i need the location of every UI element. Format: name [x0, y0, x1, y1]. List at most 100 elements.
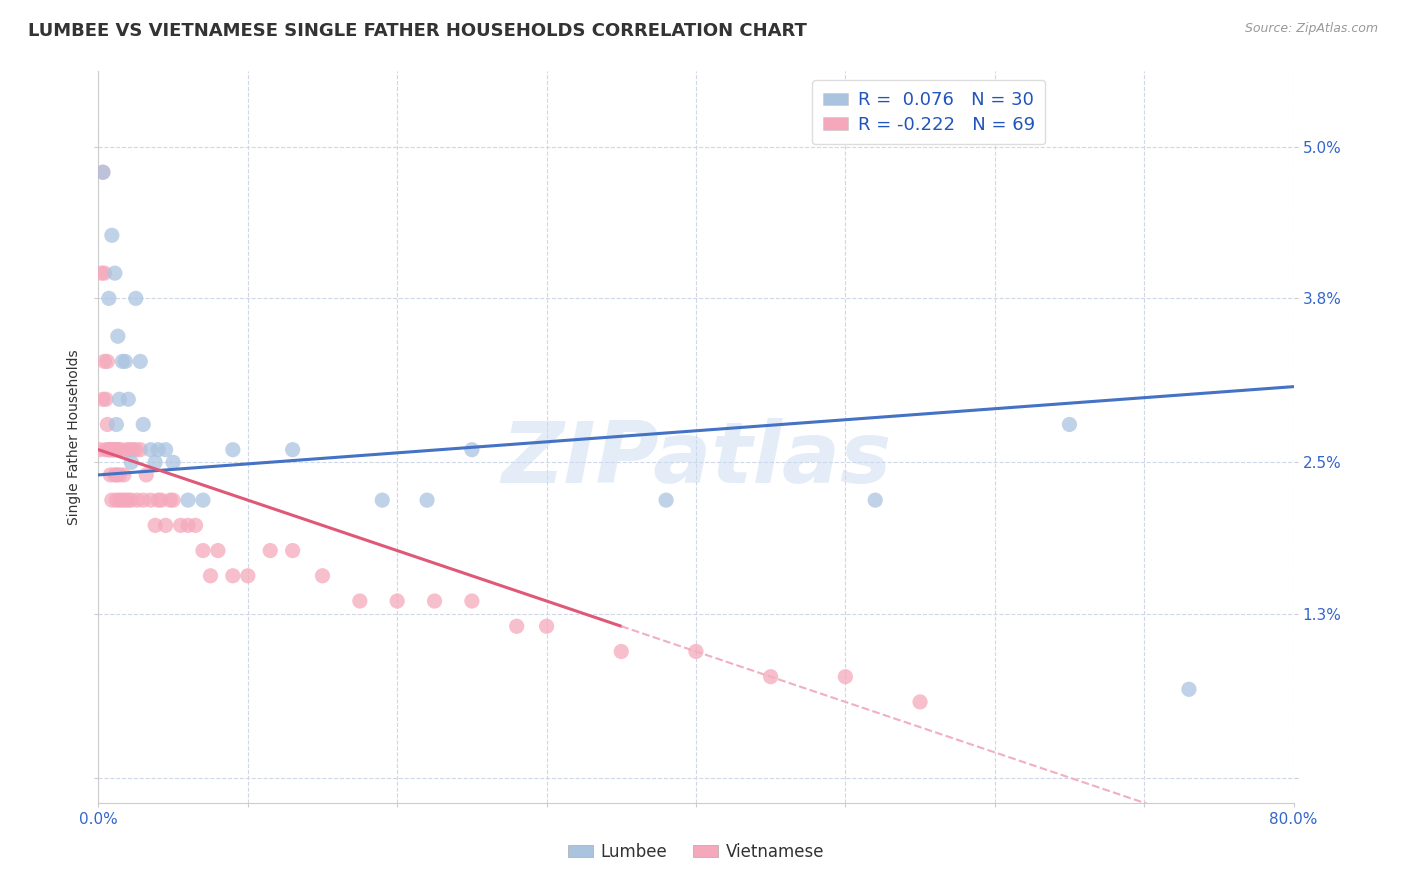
Point: [107, 442, 129, 457]
Text: LUMBEE VS VIETNAMESE SINGLE FATHER HOUSEHOLDS CORRELATION CHART: LUMBEE VS VIETNAMESE SINGLE FATHER HOUSE…: [28, 22, 807, 40]
Point: [155, 518, 177, 533]
Point: [105, 467, 128, 482]
Point: [155, 442, 177, 457]
Point: [461, 594, 484, 608]
Point: [222, 442, 245, 457]
Point: [132, 493, 155, 508]
Point: [191, 493, 214, 508]
Point: [120, 455, 142, 469]
Point: [349, 594, 371, 608]
Point: [132, 417, 155, 432]
Point: [101, 228, 124, 243]
Point: [281, 543, 304, 558]
Point: [118, 442, 141, 457]
Point: [91, 165, 114, 179]
Point: [105, 417, 128, 432]
Point: [162, 493, 184, 508]
Point: [162, 455, 184, 469]
Point: [222, 569, 245, 583]
Point: [115, 442, 138, 457]
Point: [127, 493, 149, 508]
Point: [111, 354, 134, 368]
Point: [125, 442, 148, 457]
Point: [104, 442, 127, 457]
Point: [536, 619, 558, 633]
Point: [207, 543, 229, 558]
Point: [416, 493, 439, 508]
Point: [97, 291, 120, 305]
Point: [103, 442, 125, 457]
Point: [117, 392, 139, 407]
Point: [111, 493, 134, 508]
Point: [112, 467, 135, 482]
Point: [139, 493, 162, 508]
Point: [143, 518, 166, 533]
Point: [101, 493, 124, 508]
Point: [865, 493, 887, 508]
Point: [96, 417, 118, 432]
Point: [100, 467, 122, 482]
Point: [120, 493, 142, 508]
Point: [108, 467, 131, 482]
Point: [461, 442, 484, 457]
Point: [148, 493, 170, 508]
Point: [104, 467, 127, 482]
Point: [236, 569, 259, 583]
Point: [159, 493, 181, 508]
Point: [655, 493, 678, 508]
Text: Source: ZipAtlas.com: Source: ZipAtlas.com: [1244, 22, 1378, 36]
Point: [281, 442, 304, 457]
Point: [91, 165, 114, 179]
Point: [259, 543, 281, 558]
Point: [311, 569, 333, 583]
Point: [177, 493, 200, 508]
Point: [97, 442, 120, 457]
Point: [110, 442, 132, 457]
Point: [371, 493, 394, 508]
Point: [1059, 417, 1081, 432]
Point: [129, 354, 152, 368]
Point: [108, 493, 131, 508]
Point: [117, 493, 139, 508]
Point: [423, 594, 446, 608]
Point: [184, 518, 207, 533]
Point: [107, 442, 129, 457]
Point: [96, 354, 118, 368]
Point: [101, 442, 124, 457]
Point: [200, 569, 222, 583]
Point: [685, 644, 707, 658]
Point: [385, 594, 409, 608]
Point: [908, 695, 931, 709]
Y-axis label: Single Father Households: Single Father Households: [67, 350, 82, 524]
Text: ZIPatlas: ZIPatlas: [501, 417, 891, 500]
Point: [114, 354, 136, 368]
Point: [107, 329, 129, 343]
Point: [148, 442, 170, 457]
Point: [191, 543, 214, 558]
Point: [103, 442, 125, 457]
Point: [97, 442, 120, 457]
Point: [834, 670, 856, 684]
Point: [104, 266, 127, 280]
Point: [129, 442, 152, 457]
Point: [1178, 682, 1201, 697]
Point: [177, 518, 200, 533]
Point: [135, 467, 157, 482]
Point: [139, 442, 162, 457]
Point: [90, 266, 112, 280]
Point: [94, 442, 117, 457]
Point: [150, 493, 173, 508]
Point: [93, 354, 115, 368]
Point: [143, 455, 166, 469]
Point: [108, 392, 131, 407]
Point: [89, 442, 111, 457]
Point: [114, 493, 136, 508]
Point: [169, 518, 191, 533]
Legend: Lumbee, Vietnamese: Lumbee, Vietnamese: [561, 837, 831, 868]
Point: [125, 291, 148, 305]
Point: [506, 619, 529, 633]
Point: [94, 392, 117, 407]
Point: [105, 493, 128, 508]
Point: [121, 442, 143, 457]
Point: [610, 644, 633, 658]
